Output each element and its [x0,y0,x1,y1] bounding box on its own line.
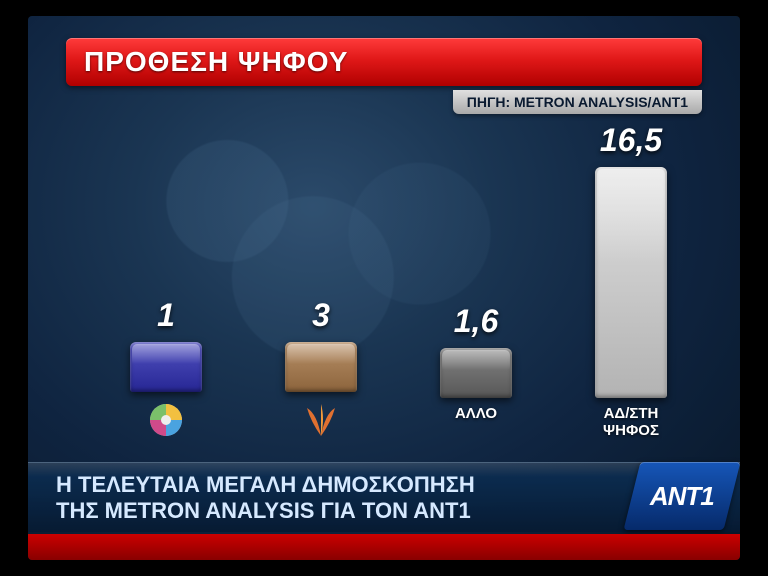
bar-rect [595,167,667,398]
bar-0: 1 [106,297,226,440]
news-ticker [28,534,740,560]
bar-rect [130,342,202,392]
bar-label [301,400,341,440]
bar-label [146,400,186,440]
bar-value: 1,6 [454,303,498,340]
bar-1: 3 [261,297,381,440]
lower-third-line1: Η ΤΕΛΕΥΤΑΙΑ ΜΕΓΑΛΗ ΔΗΜΟΣΚΟΠΗΣΗ [56,472,475,497]
lower-third-line2: ΤΗΣ METRON ANALYSIS ΓΙΑ ΤΟΝ ΑΝΤ1 [56,498,475,523]
bar-label: ΑΔ/ΣΤΗΨΗΦΟΣ [603,406,659,440]
title-text: ΠΡΟΘΕΣΗ ΨΗΦΟΥ [84,46,348,78]
bar-value: 16,5 [600,122,662,159]
bar-rect [440,348,512,398]
title-bar: ΠΡΟΘΕΣΗ ΨΗΦΟΥ [66,38,702,86]
bar-chart: 131,6ΑΛΛΟ16,5ΑΔ/ΣΤΗΨΗΦΟΣ [66,126,702,440]
source-text: ΠΗΓΗ: METRON ANALYSIS/ANT1 [467,94,688,110]
channel-logo: ANT1 [624,462,740,530]
bar-label: ΑΛΛΟ [455,406,497,440]
lower-third-text: Η ΤΕΛΕΥΤΑΙΑ ΜΕΓΑΛΗ ΔΗΜΟΣΚΟΠΗΣΗ ΤΗΣ METRO… [56,472,475,523]
broadcast-frame: ΠΡΟΘΕΣΗ ΨΗΦΟΥ ΠΗΓΗ: METRON ANALYSIS/ANT1… [28,16,740,560]
disc-icon [146,400,186,440]
bar-3: 16,5 ΑΔ/ΣΤΗΨΗΦΟΣ [571,122,691,440]
bar-value: 1 [157,297,175,334]
bar-value: 3 [312,297,330,334]
bar-2: 1,6 ΑΛΛΟ [416,303,536,440]
source-bar: ΠΗΓΗ: METRON ANALYSIS/ANT1 [453,90,702,114]
leaves-icon [301,400,341,440]
channel-logo-text: ANT1 [650,481,714,512]
bar-rect [285,342,357,392]
